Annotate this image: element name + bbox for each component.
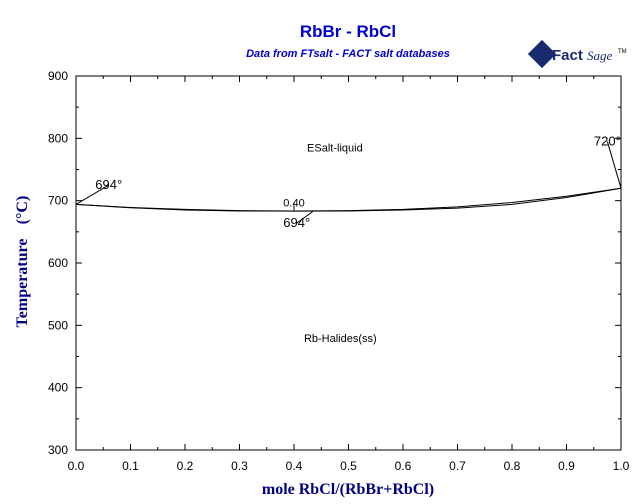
phase-labels: ESalt-liquid Rb-Halides(ss) — [304, 143, 377, 345]
plot-frame — [75, 75, 622, 451]
y-axis-label: Temperature — [14, 239, 31, 328]
x-tick-label: 0.8 — [504, 459, 521, 473]
x-tick-label: 0.2 — [177, 459, 194, 473]
x-tick-label: 0.7 — [449, 459, 466, 473]
phase-boundaries — [75, 187, 622, 212]
y-tick-label: 300 — [48, 443, 68, 457]
x-axis: 0.0 0.1 0.2 0.3 0.4 0.5 0.6 0.7 0.8 0.9 1.0 — [68, 76, 630, 473]
chart-title: RbBr - RbCl — [300, 22, 396, 41]
annotation-leader-line — [75, 184, 109, 205]
liquidus-curve — [75, 187, 622, 212]
annotation-label: 0.40 — [283, 198, 304, 210]
factsage-logo-mark — [527, 39, 557, 69]
annotations: 694° 694° 0.40 720° — [75, 133, 622, 230]
logo-tm-text: TM — [618, 49, 627, 55]
y-tick-label: 900 — [48, 69, 68, 83]
y-axis-label-group: Temperature (°C) — [14, 196, 31, 328]
factsage-logo: Fact Sage TM — [527, 39, 627, 69]
y-axis-unit: (°C) — [14, 196, 31, 225]
x-tick-label: 0.9 — [558, 459, 575, 473]
y-tick-label: 800 — [48, 131, 68, 145]
y-tick-label: 400 — [48, 381, 68, 395]
y-tick-label: 700 — [48, 194, 68, 208]
x-axis-label: mole RbCl/(RbBr+RbCl) — [262, 481, 434, 498]
annotation-leader-line — [296, 210, 314, 224]
x-tick-label: 0.0 — [68, 459, 85, 473]
x-tick-label: 0.6 — [395, 459, 412, 473]
y-axis: 300 400 500 600 700 800 900 — [48, 69, 621, 457]
x-tick-label: 0.3 — [231, 459, 248, 473]
phase-region-label: ESalt-liquid — [307, 143, 363, 155]
phase-region-label: Rb-Halides(ss) — [304, 333, 377, 345]
y-tick-label: 500 — [48, 318, 68, 332]
solidus-curve — [75, 187, 622, 212]
x-tick-label: 1.0 — [613, 459, 630, 473]
x-tick-label: 0.1 — [122, 459, 139, 473]
x-tick-label: 0.4 — [286, 459, 303, 473]
annotation-label: 720° — [594, 133, 621, 148]
logo-fact-text: Fact — [552, 47, 583, 64]
annotation-label: 694° — [95, 177, 122, 192]
chart-subtitle: Data from FTsalt - FACT salt databases — [246, 48, 450, 60]
x-tick-label: 0.5 — [340, 459, 357, 473]
y-tick-label: 600 — [48, 256, 68, 270]
annotation-leader-line — [606, 141, 622, 189]
logo-sage-text: Sage — [587, 48, 613, 63]
annotation-label: 694° — [283, 215, 310, 230]
